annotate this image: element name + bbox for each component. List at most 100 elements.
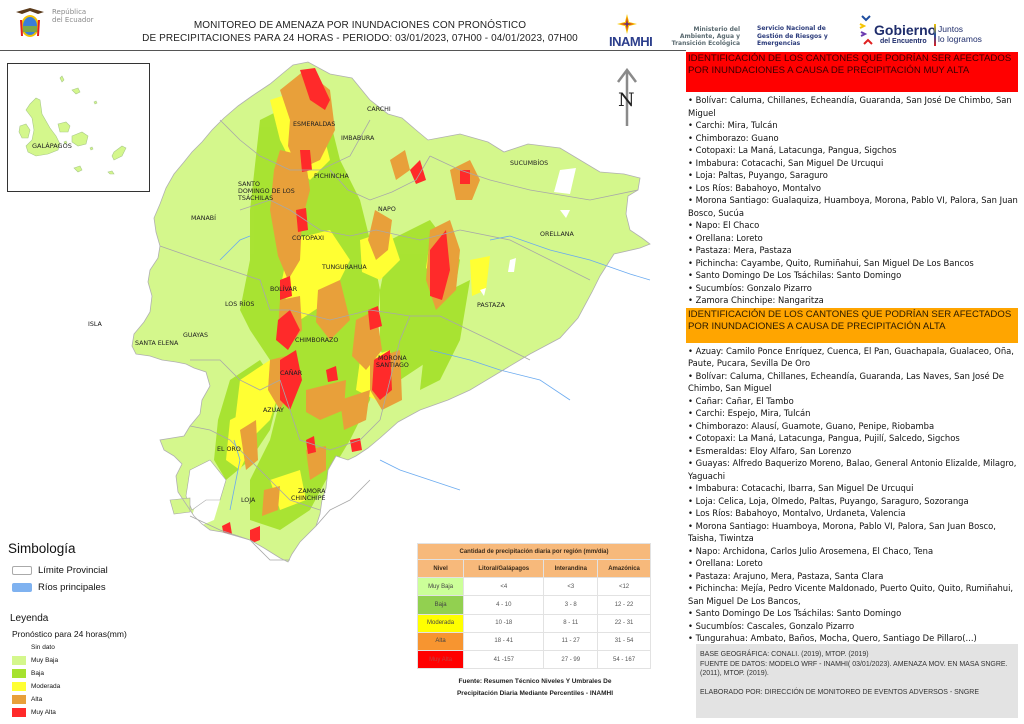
cell-litoral: 10 -18 xyxy=(463,613,545,633)
muy-baja-label: Muy Baja xyxy=(31,657,59,664)
list-item: Napo: Archidona, Carlos Julio Arosemena,… xyxy=(688,545,1018,558)
table-row-baja: Baja 4 - 10 3 - 8 12 - 22 xyxy=(416,595,651,615)
label-carchi: CARCHI xyxy=(367,106,391,113)
republica-logo-text: República del Ecuador xyxy=(52,8,94,24)
gobierno-divider xyxy=(934,24,936,46)
north-label: N xyxy=(618,89,635,111)
list-item: Chimborazo: Alausí, Guamote, Guano, Peni… xyxy=(688,420,1018,433)
inamhi-logo: INAMHI xyxy=(605,14,660,49)
list-item: Zamora Chinchipe: Nangaritza xyxy=(688,294,1018,307)
label-tungurahua: TUNGURAHUA xyxy=(321,264,367,271)
alta-header: IDENTIFICACIÓN DE LOS CANTONES QUE PODRÍ… xyxy=(686,307,1018,343)
label-santo-domingo-2: DOMINGO DE LOS xyxy=(238,188,295,195)
gobierno-subtext: del Encuentro xyxy=(880,38,927,45)
label-pastaza: PASTAZA xyxy=(477,302,506,309)
credits-fuente-datos: FUENTE DE DATOS: MODELO WRF - INAMHI( 03… xyxy=(700,660,1008,678)
map-title: MONITOREO DE AMENAZA POR INUNDACIONES CO… xyxy=(120,19,600,45)
list-item: Sucumbíos: Gonzalo Pizarro xyxy=(688,282,1018,295)
rios-principales-label: Ríos principales xyxy=(38,582,106,593)
label-santo-domingo-1: SANTO xyxy=(238,181,260,188)
list-item: Pastaza: Arajuno, Mera, Pastaza, Santa C… xyxy=(688,570,1018,583)
label-cotopaxi: COTOPAXI xyxy=(292,235,324,242)
label-napo: NAPO xyxy=(378,206,396,213)
list-item: Imbabura: Cotacachi, San Miguel De Urcuq… xyxy=(688,157,1018,170)
provincial-boundaries xyxy=(159,119,639,561)
list-item: Tungurahua: Ambato, Baños, Mocha, Quero,… xyxy=(688,632,1018,645)
leyenda-subtitle: Pronóstico para 24 horas(mm) xyxy=(12,629,127,639)
north-arrow-icon: N xyxy=(617,68,637,126)
table-row-muy-alta: Muy Alta 41 -157 27 - 99 54 - 167 xyxy=(416,649,651,670)
table-source: Fuente: Resumen Técnico Niveles Y Umbral… xyxy=(413,676,657,700)
list-item: Bolívar: Caluma, Chillanes, Echeandía, G… xyxy=(688,94,1018,119)
cell-amazonica: <12 xyxy=(597,577,651,597)
gobierno-wordmark: Gobierno xyxy=(874,22,937,38)
label-bolivar: BOLÍVAR xyxy=(270,284,298,293)
list-item: Orellana: Loreto xyxy=(688,232,1018,245)
cell-interandina: 3 - 8 xyxy=(543,595,599,615)
galapagos-inset-map: GALÁPAGOS xyxy=(7,63,150,192)
label-el-oro: EL ORO xyxy=(217,446,241,453)
credits-elaborado-por: ELABORADO POR: DIRECCIÓN DE MONITOREO DE… xyxy=(700,688,980,696)
table-caption: Cantidad de precipitación diaria por reg… xyxy=(417,543,651,560)
list-item: Orellana: Loreto xyxy=(688,557,1018,570)
label-morona-2: SANTIAGO xyxy=(376,362,409,369)
alta-label: Alta xyxy=(31,696,43,703)
label-santa-elena: SANTA ELENA xyxy=(135,340,179,347)
label-manabi: MANABÍ xyxy=(191,213,216,222)
galapagos-islands: GALÁPAGOS xyxy=(18,75,127,175)
list-item: Sucumbíos: Cascales, Gonzalo Pizarro xyxy=(688,620,1018,633)
sngre-logo-text: Servicio Nacional de Gestión de Riesgos … xyxy=(757,25,828,47)
province-labels: CARCHI ESMERALDAS IMBABURA SUCUMBÍOS PIC… xyxy=(135,106,574,504)
republica-text-line2: del Ecuador xyxy=(52,16,94,24)
list-item: Cotopaxi: La Maná, Latacunga, Pangua, Si… xyxy=(688,144,1018,157)
juntos-slogan: Juntos lo logramos xyxy=(938,24,982,44)
sin-dato-label: Sin dato xyxy=(31,644,55,651)
header: República del Ecuador MONITOREO DE AMENA… xyxy=(0,0,1024,49)
list-item: Cañar: Cañar, El Tambo xyxy=(688,395,1018,408)
list-item: Guayas: Alfredo Baquerizo Moreno, Balao,… xyxy=(688,457,1018,482)
label-los-rios: LOS RÍOS xyxy=(225,299,254,308)
muy-alta-label: Muy Alta xyxy=(31,709,56,716)
label-canar: CAÑAR xyxy=(280,368,303,377)
label-imbabura: IMBABURA xyxy=(341,135,375,142)
limite-provincial-swatch xyxy=(12,566,32,575)
juntos-line1: Juntos xyxy=(938,24,964,34)
legend-alta: Alta xyxy=(12,695,42,704)
baja-label: Baja xyxy=(31,670,45,677)
galapagos-label: GALÁPAGOS xyxy=(32,141,72,150)
cell-nivel: Muy Baja xyxy=(416,577,465,597)
title-line2: DE PRECIPITACIONES PARA 24 HORAS - PERIO… xyxy=(142,33,578,44)
precipitation-threshold-table: Cantidad de precipitación diaria por reg… xyxy=(416,543,651,670)
ministerio-logo-text: Ministerio del Ambiente, Agua y Transici… xyxy=(671,26,740,47)
table-row-alta: Alta 18 - 41 11 - 27 31 - 54 xyxy=(416,631,651,651)
inamhi-star-icon xyxy=(617,14,637,34)
credits-box: BASE GEOGRÁFICA: CONALI. (2019), MTOP. (… xyxy=(696,644,1018,718)
simbologia-title: Simbología xyxy=(8,541,76,556)
limite-provincial-label: Límite Provincial xyxy=(38,565,108,576)
muy-alta-list: Bolívar: Caluma, Chillanes, Echeandía, G… xyxy=(686,92,1018,307)
label-loja: LOJA xyxy=(241,497,256,504)
label-zamora-1: ZAMORA xyxy=(298,488,326,495)
cell-litoral: 41 -157 xyxy=(463,649,545,670)
label-orellana: ORELLANA xyxy=(540,231,574,238)
list-item: Loja: Paltas, Puyango, Saraguro xyxy=(688,169,1018,182)
list-item: Imbabura: Cotacachi, Ibarra, San Miguel … xyxy=(688,482,1018,495)
muy-baja-swatch xyxy=(12,656,26,665)
republica-text-line1: República xyxy=(52,8,87,16)
ecuador-precipitation-map[interactable]: CARCHI ESMERALDAS IMBABURA SUCUMBÍOS PIC… xyxy=(130,60,690,720)
legend-moderada: Moderada xyxy=(12,682,60,691)
list-item: Pichincha: Mejía, Pedro Vicente Maldonad… xyxy=(688,582,1018,607)
header-divider xyxy=(0,50,686,51)
table-row-muy-baja: Muy Baja <4 <3 <12 xyxy=(416,577,651,597)
cell-amazonica: 12 - 22 xyxy=(597,595,651,615)
cell-amazonica: 54 - 167 xyxy=(597,649,651,670)
cell-nivel: Muy Alta xyxy=(416,649,465,670)
legend-muy-baja: Muy Baja xyxy=(12,656,58,665)
gobierno-chevrons-icon xyxy=(859,15,873,45)
list-item: Azuay: Camilo Ponce Enríquez, Cuenca, El… xyxy=(688,345,1018,370)
table-row-moderada: Moderada 10 -18 8 - 11 22 - 31 xyxy=(416,613,651,633)
muy-alta-swatch xyxy=(12,708,26,717)
label-santo-domingo-3: TSÁCHILAS xyxy=(237,193,273,202)
list-item: Santo Domingo De Los Tsáchilas: Santo Do… xyxy=(688,269,1018,282)
list-item: Morona Santiago: Huamboya, Morona, Pablo… xyxy=(688,520,1018,545)
